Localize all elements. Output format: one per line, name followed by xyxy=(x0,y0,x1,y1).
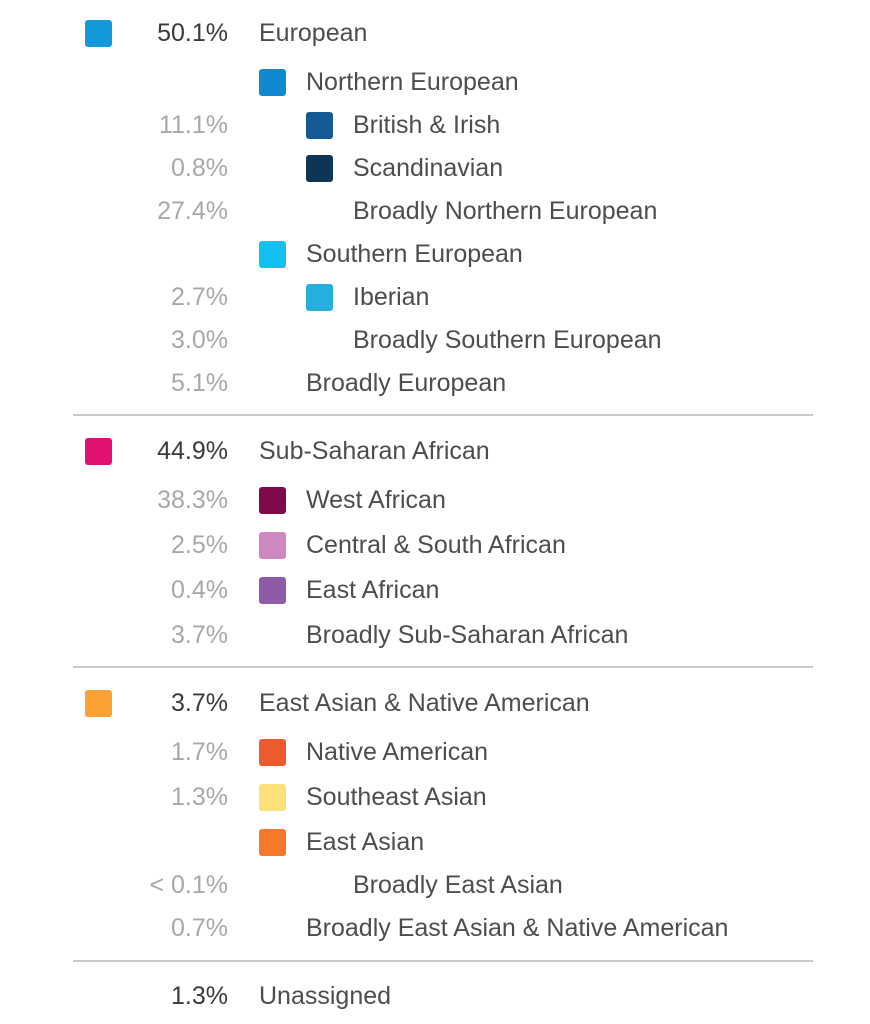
ancestry-label: Unassigned xyxy=(259,982,392,1010)
ancestry-row-scandinavian[interactable]: 0.8% Scandinavian xyxy=(0,148,870,188)
percentage: 27.4% xyxy=(157,197,228,225)
color-swatch xyxy=(259,487,286,514)
percentage: 5.1% xyxy=(171,369,228,397)
percentage: 38.3% xyxy=(157,486,228,514)
ancestry-row-iberian[interactable]: 2.7% Iberian xyxy=(0,277,870,317)
percentage: 3.7% xyxy=(171,621,228,649)
color-swatch xyxy=(85,20,112,47)
section-divider xyxy=(73,414,813,416)
percentage: 3.0% xyxy=(171,326,228,354)
ancestry-row-broadly-northern-european[interactable]: 27.4% Broadly Northern European xyxy=(0,191,870,231)
ancestry-row-southern-european[interactable]: Southern European xyxy=(0,234,870,274)
ancestry-label: Southern European xyxy=(306,240,523,268)
ancestry-row-sub-saharan-african[interactable]: 44.9% Sub-Saharan African xyxy=(0,431,870,471)
ancestry-row-east-asian[interactable]: East Asian xyxy=(0,822,870,862)
percentage: 3.7% xyxy=(171,689,228,717)
ancestry-label: Broadly Northern European xyxy=(353,197,658,225)
percentage: 0.8% xyxy=(171,154,228,182)
ancestry-label: Northern European xyxy=(306,68,519,96)
ancestry-label: Native American xyxy=(306,738,489,766)
color-swatch xyxy=(259,577,286,604)
ancestry-label: Iberian xyxy=(353,283,430,311)
color-swatch xyxy=(85,690,112,717)
ancestry-label: East Asian & Native American xyxy=(259,689,590,717)
ancestry-row-british-irish[interactable]: 11.1% British & Irish xyxy=(0,105,870,145)
ancestry-label: Broadly European xyxy=(306,369,507,397)
percentage: 0.7% xyxy=(171,914,228,942)
ancestry-row-east-asian-native-american[interactable]: 3.7% East Asian & Native American xyxy=(0,683,870,723)
percentage: 0.4% xyxy=(171,576,228,604)
ancestry-label: West African xyxy=(306,486,446,514)
percentage: 2.5% xyxy=(171,531,228,559)
color-swatch xyxy=(85,438,112,465)
percentage: 2.7% xyxy=(171,283,228,311)
ancestry-row-central-south-african[interactable]: 2.5% Central & South African xyxy=(0,525,870,565)
ancestry-row-broadly-european[interactable]: 5.1% Broadly European xyxy=(0,363,870,403)
ancestry-row-northern-european[interactable]: Northern European xyxy=(0,62,870,102)
ancestry-row-west-african[interactable]: 38.3% West African xyxy=(0,480,870,520)
ancestry-label: Broadly East Asian xyxy=(353,871,563,899)
ancestry-row-southeast-asian[interactable]: 1.3% Southeast Asian xyxy=(0,777,870,817)
ancestry-row-broadly-sub-saharan-african[interactable]: 3.7% Broadly Sub-Saharan African xyxy=(0,615,870,655)
ancestry-row-broadly-southern-european[interactable]: 3.0% Broadly Southern European xyxy=(0,320,870,360)
section-divider xyxy=(73,666,813,668)
percentage: 50.1% xyxy=(157,19,228,47)
ancestry-label: British & Irish xyxy=(353,111,501,139)
color-swatch xyxy=(306,284,333,311)
ancestry-label: European xyxy=(259,19,368,47)
percentage: 1.7% xyxy=(171,738,228,766)
ancestry-row-broadly-east-asian[interactable]: < 0.1% Broadly East Asian xyxy=(0,865,870,905)
ancestry-label: Broadly East Asian & Native American xyxy=(306,914,729,942)
color-swatch xyxy=(259,241,286,268)
color-swatch xyxy=(259,69,286,96)
section-divider xyxy=(73,960,813,962)
ancestry-row-european[interactable]: 50.1% European xyxy=(0,13,870,53)
ancestry-row-broadly-east-asian-native-american[interactable]: 0.7% Broadly East Asian & Native American xyxy=(0,908,870,948)
ancestry-label: Broadly Southern European xyxy=(353,326,662,354)
percentage: < 0.1% xyxy=(149,871,228,899)
color-swatch xyxy=(259,739,286,766)
color-swatch xyxy=(259,784,286,811)
color-swatch xyxy=(259,829,286,856)
ancestry-row-unassigned[interactable]: 1.3% Unassigned xyxy=(0,976,870,1016)
percentage: 1.3% xyxy=(171,982,228,1010)
ancestry-label: Central & South African xyxy=(306,531,566,559)
ancestry-label: Broadly Sub-Saharan African xyxy=(306,621,629,649)
percentage: 11.1% xyxy=(158,111,228,139)
ancestry-row-native-american[interactable]: 1.7% Native American xyxy=(0,732,870,772)
ancestry-label: Southeast Asian xyxy=(306,783,487,811)
color-swatch xyxy=(306,112,333,139)
percentage: 1.3% xyxy=(171,783,228,811)
ancestry-row-east-african[interactable]: 0.4% East African xyxy=(0,570,870,610)
color-swatch xyxy=(259,532,286,559)
ancestry-label: East Asian xyxy=(306,828,425,856)
ancestry-label: East African xyxy=(306,576,440,604)
ancestry-label: Sub-Saharan African xyxy=(259,437,490,465)
ancestry-label: Scandinavian xyxy=(353,154,504,182)
percentage: 44.9% xyxy=(157,437,228,465)
color-swatch xyxy=(306,155,333,182)
